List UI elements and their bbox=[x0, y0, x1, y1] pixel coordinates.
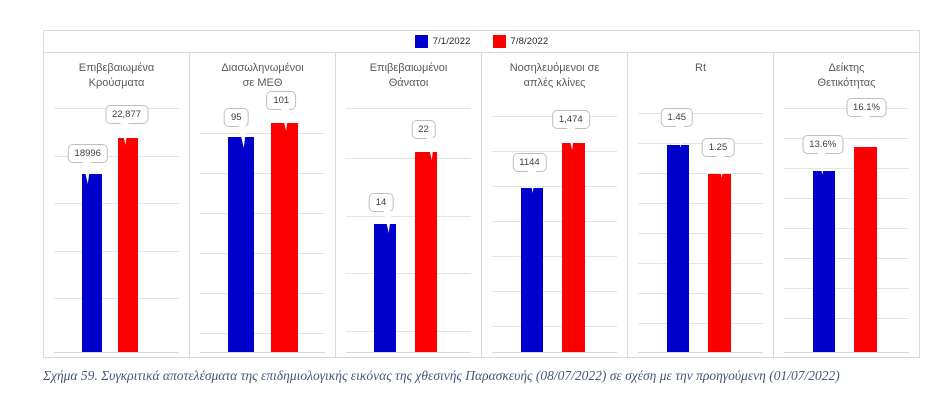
data-label-text: 16.1% bbox=[853, 102, 880, 114]
plot-area: 1.45 1.25 bbox=[638, 103, 763, 353]
data-label-blue: 1144 bbox=[512, 152, 547, 193]
data-label-text: 1,474 bbox=[558, 114, 583, 126]
comparison-bar-chart: 7/1/2022 7/8/2022 Επιβεβαιωμένα Κρούσματ… bbox=[43, 30, 920, 358]
data-label-text: 95 bbox=[230, 111, 242, 123]
data-label-blue: 14 bbox=[368, 192, 394, 233]
gridlines bbox=[638, 103, 763, 353]
panel-title: Επιβεβαιωμένα Κρούσματα bbox=[78, 62, 155, 89]
chart-panel-row: Επιβεβαιωμένα Κρούσματα 18996 bbox=[44, 53, 919, 357]
plot-area: 1144 1,474 bbox=[492, 103, 617, 353]
baseline bbox=[638, 352, 763, 353]
bar-red[interactable] bbox=[414, 151, 438, 352]
data-label-red: 22 bbox=[411, 120, 436, 161]
data-label-blue: 95 bbox=[223, 107, 249, 148]
panel-title: Διασωληνωμένοι σε ΜΕΘ bbox=[221, 62, 304, 89]
bar-red[interactable] bbox=[854, 146, 877, 352]
bar-group: 14 22 bbox=[346, 103, 471, 352]
panel-icu-intubated: Διασωληνωμένοι σε ΜΕΘ 95 bbox=[190, 53, 336, 357]
panel-title: Επιβεβαιωμένοι Θάνατοι bbox=[369, 62, 448, 89]
bar-red[interactable] bbox=[271, 122, 298, 352]
bar-blue[interactable] bbox=[520, 187, 544, 352]
baseline bbox=[492, 352, 617, 353]
baseline bbox=[346, 352, 471, 353]
bar-red[interactable] bbox=[562, 142, 585, 352]
data-label-text: 14 bbox=[375, 196, 387, 208]
gridlines bbox=[200, 103, 325, 353]
legend-item-7-8-2022[interactable]: 7/8/2022 bbox=[492, 35, 549, 48]
panel-rt: Rt 1.45 bbox=[628, 53, 774, 357]
panel-title: Νοσηλευόμενοι σε απλές κλίνες bbox=[509, 62, 600, 89]
bar-group: 95 101 bbox=[200, 90, 325, 352]
bar-group: 18996 22,877 bbox=[54, 103, 179, 352]
bar-blue[interactable] bbox=[373, 223, 396, 352]
data-label-red: 1,474 bbox=[551, 110, 590, 151]
data-label-text: 1144 bbox=[519, 156, 540, 168]
panel-title: Rt bbox=[695, 62, 706, 74]
legend-item-7-1-2022[interactable]: 7/1/2022 bbox=[414, 35, 471, 48]
bar-group: 1144 1,474 bbox=[492, 103, 617, 352]
baseline bbox=[200, 352, 325, 353]
data-label-red: 22,877 bbox=[104, 105, 149, 146]
data-label-red: 16.1% bbox=[846, 98, 887, 139]
baseline bbox=[784, 352, 909, 353]
data-label-blue: 1.45 bbox=[660, 107, 693, 148]
blue-square-swatch bbox=[414, 35, 428, 48]
red-square-swatch bbox=[492, 35, 506, 48]
data-label-text: 22 bbox=[418, 124, 429, 136]
baseline bbox=[54, 352, 179, 353]
bar-blue[interactable] bbox=[81, 173, 102, 352]
plot-area: 14 22 bbox=[346, 103, 471, 353]
data-label-text: 18996 bbox=[74, 148, 101, 160]
bar-blue[interactable] bbox=[812, 171, 836, 352]
bar-red[interactable] bbox=[708, 173, 731, 352]
data-label-red: 101 bbox=[266, 90, 297, 131]
plot-area: 95 101 bbox=[200, 90, 325, 353]
plot-area: 13.6% 16.1% bbox=[784, 98, 909, 353]
legend-label: 7/8/2022 bbox=[510, 35, 549, 47]
data-label-blue: 18996 bbox=[67, 144, 108, 185]
panel-positivity-rate: Δείκτης Θετικότητας 13.6 bbox=[774, 53, 919, 357]
data-label-blue: 13.6% bbox=[802, 135, 844, 176]
panel-confirmed-deaths: Επιβεβαιωμένοι Θάνατοι 14 bbox=[336, 53, 482, 357]
chart-legend: 7/1/2022 7/8/2022 bbox=[44, 31, 919, 53]
data-label-text: 1.25 bbox=[708, 141, 728, 153]
figure-caption: Σχήμα 59. Συγκριτικά αποτελέσματα της επ… bbox=[43, 368, 840, 383]
bar-group: 13.6% 16.1% bbox=[784, 98, 909, 352]
bar-blue[interactable] bbox=[666, 145, 690, 352]
data-label-text: 101 bbox=[273, 94, 290, 106]
panel-confirmed-cases: Επιβεβαιωμένα Κρούσματα 18996 bbox=[44, 53, 190, 357]
data-label-red: 1.25 bbox=[701, 137, 735, 178]
callout-tail bbox=[861, 116, 870, 139]
plot-area: 18996 22,877 bbox=[54, 103, 179, 353]
legend-label: 7/1/2022 bbox=[432, 35, 471, 47]
bar-group: 1.45 1.25 bbox=[638, 103, 763, 352]
bar-blue[interactable] bbox=[227, 136, 254, 352]
data-label-text: 1.45 bbox=[667, 111, 687, 123]
data-label-text: 13.6% bbox=[809, 139, 837, 151]
data-label-text: 22,877 bbox=[111, 109, 142, 121]
bar-red[interactable] bbox=[117, 137, 138, 352]
gridlines bbox=[346, 103, 471, 353]
panel-title: Δείκτης Θετικότητας bbox=[817, 62, 876, 89]
panel-hospitalized-regular-beds: Νοσηλευόμενοι σε απλές κλίνες 1144 bbox=[482, 53, 628, 357]
